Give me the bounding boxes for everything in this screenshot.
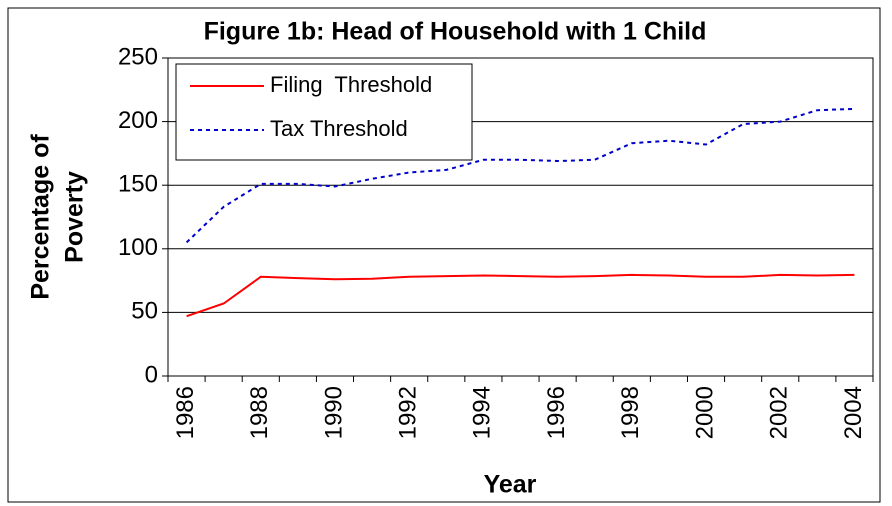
y-tick-label: 150 [118,171,158,198]
y-tick-label: 250 [118,43,158,70]
x-tick-label: 2000 [691,386,718,439]
y-tick-label: 0 [145,361,158,388]
x-tick-label: 1992 [395,386,422,439]
data-line [186,273,855,318]
x-tick-label: 1998 [617,386,644,439]
chart-title: Figure 1b: Head of Household with 1 Chil… [204,18,707,46]
x-tick-label: 2004 [840,386,867,439]
y-axis-label: Percentage of [27,134,55,300]
legend-label: Tax Threshold [270,116,408,141]
x-axis-label: Year [484,471,537,499]
y-axis-label: Poverty [61,171,89,263]
chart-frame [7,7,881,503]
y-tick-label: 200 [118,107,158,134]
x-tick-label: 1996 [543,386,570,439]
y-tick-label: 100 [118,234,158,261]
plot-border [167,57,874,377]
legend-box [175,63,473,161]
y-tick-label: 50 [131,298,158,325]
x-tick-label: 1988 [246,386,273,439]
x-tick-label: 1990 [320,386,347,439]
x-tick-label: 2002 [766,386,793,439]
x-tick-label: 1986 [172,386,199,439]
x-tick-label: 1994 [469,386,496,439]
legend-label: Filing Threshold [270,72,432,97]
